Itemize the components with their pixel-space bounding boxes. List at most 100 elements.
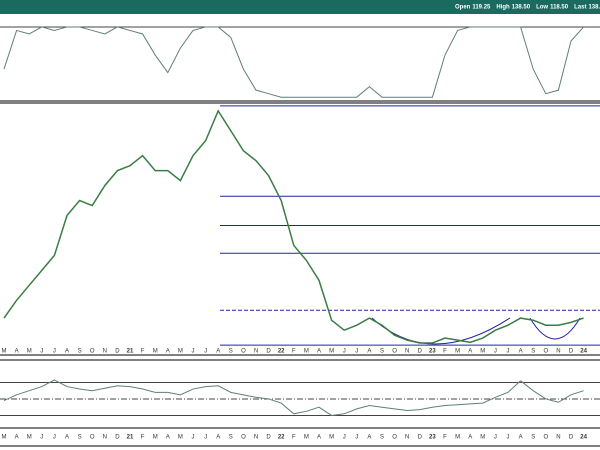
- x-tick-label: S: [78, 435, 82, 441]
- x-tick-label: D: [418, 349, 423, 355]
- x-tick-label: M: [2, 435, 7, 441]
- x-tick-label: D: [569, 435, 574, 441]
- header-value: 118.50: [550, 5, 569, 11]
- x-tick-label: 21: [127, 349, 134, 355]
- x-tick-label: M: [27, 435, 32, 441]
- header-label: High: [496, 5, 510, 11]
- x-tick-label: M: [329, 435, 334, 441]
- header-label: Low: [536, 5, 548, 11]
- x-tick-label: O: [241, 435, 246, 441]
- x-tick-label: 23: [429, 349, 436, 355]
- x-tick-label: J: [192, 349, 195, 355]
- x-tick-label: A: [216, 435, 220, 441]
- x-tick-label: A: [15, 349, 19, 355]
- x-tick-label: S: [380, 349, 384, 355]
- x-tick-label: A: [166, 349, 170, 355]
- x-tick-label: J: [40, 349, 43, 355]
- x-tick-label: N: [405, 435, 409, 441]
- x-tick-label: M: [178, 349, 183, 355]
- x-tick-label: 22: [278, 349, 285, 355]
- x-tick-label: 22: [278, 435, 285, 441]
- x-tick-label: O: [543, 435, 548, 441]
- handle-arc: [529, 317, 581, 340]
- x-tick-label: J: [355, 435, 358, 441]
- x-tick-label: A: [317, 435, 321, 441]
- x-tick-label: M: [27, 349, 32, 355]
- x-tick-label: N: [556, 349, 560, 355]
- x-tick-label: J: [355, 349, 358, 355]
- x-tick-label: A: [367, 435, 371, 441]
- x-tick-label: D: [115, 349, 120, 355]
- x-tick-label: A: [468, 349, 472, 355]
- header-label: Last: [574, 5, 586, 11]
- x-tick-label: A: [519, 349, 523, 355]
- x-tick-label: F: [141, 349, 145, 355]
- x-tick-label: M: [455, 435, 460, 441]
- x-tick-label: J: [507, 349, 510, 355]
- x-tick-label: M: [153, 349, 158, 355]
- header-value: 138.50: [512, 5, 531, 11]
- x-tick-label: S: [531, 349, 535, 355]
- x-tick-label: S: [380, 435, 384, 441]
- x-tick-label: M: [480, 349, 485, 355]
- x-tick-label: J: [507, 435, 510, 441]
- x-tick-label: J: [53, 435, 56, 441]
- x-tick-label: M: [304, 435, 309, 441]
- x-tick-label: A: [367, 349, 371, 355]
- x-tick-label: A: [65, 435, 69, 441]
- x-tick-label: J: [343, 435, 346, 441]
- x-tick-label: M: [153, 435, 158, 441]
- x-tick-label: S: [229, 435, 233, 441]
- x-tick-label: M: [2, 349, 7, 355]
- x-tick-label: O: [90, 435, 95, 441]
- x-tick-label: J: [204, 349, 207, 355]
- x-tick-label: D: [418, 435, 423, 441]
- x-tick-label: J: [53, 349, 56, 355]
- x-tick-label: O: [90, 349, 95, 355]
- x-tick-label: D: [266, 435, 271, 441]
- x-tick-label: O: [392, 435, 397, 441]
- series-line: [3, 379, 584, 416]
- x-tick-label: F: [141, 435, 145, 441]
- header-value: 119.25: [472, 5, 491, 11]
- header-label: Open: [455, 5, 471, 11]
- x-tick-label: J: [494, 435, 497, 441]
- x-tick-label: M: [455, 349, 460, 355]
- x-tick-label: F: [443, 435, 447, 441]
- x-tick-label: J: [192, 435, 195, 441]
- x-tick-label: J: [343, 349, 346, 355]
- x-tick-label: F: [292, 349, 296, 355]
- x-tick-label: M: [480, 435, 485, 441]
- header-bar: [0, 0, 600, 14]
- x-tick-label: N: [254, 349, 258, 355]
- x-tick-label: O: [241, 349, 246, 355]
- x-tick-label: A: [317, 349, 321, 355]
- x-tick-label: S: [78, 349, 82, 355]
- x-tick-label: A: [519, 435, 523, 441]
- x-tick-label: S: [229, 349, 233, 355]
- series-line: [3, 26, 584, 98]
- x-tick-label: 24: [580, 435, 587, 441]
- x-tick-label: D: [115, 435, 120, 441]
- x-tick-label: D: [569, 349, 574, 355]
- x-tick-label: S: [531, 435, 535, 441]
- x-tick-label: N: [405, 349, 409, 355]
- header-value: 138.08: [588, 5, 600, 11]
- x-tick-label: O: [392, 349, 397, 355]
- x-tick-label: D: [266, 349, 271, 355]
- x-tick-label: J: [204, 435, 207, 441]
- x-tick-label: O: [543, 349, 548, 355]
- x-tick-label: J: [40, 435, 43, 441]
- x-tick-label: N: [103, 435, 107, 441]
- x-tick-label: N: [254, 435, 258, 441]
- x-tick-label: F: [292, 435, 296, 441]
- x-tick-label: J: [494, 349, 497, 355]
- x-tick-label: A: [65, 349, 69, 355]
- x-tick-label: N: [103, 349, 107, 355]
- x-tick-label: 23: [429, 435, 436, 441]
- x-tick-label: A: [15, 435, 19, 441]
- x-tick-label: M: [329, 349, 334, 355]
